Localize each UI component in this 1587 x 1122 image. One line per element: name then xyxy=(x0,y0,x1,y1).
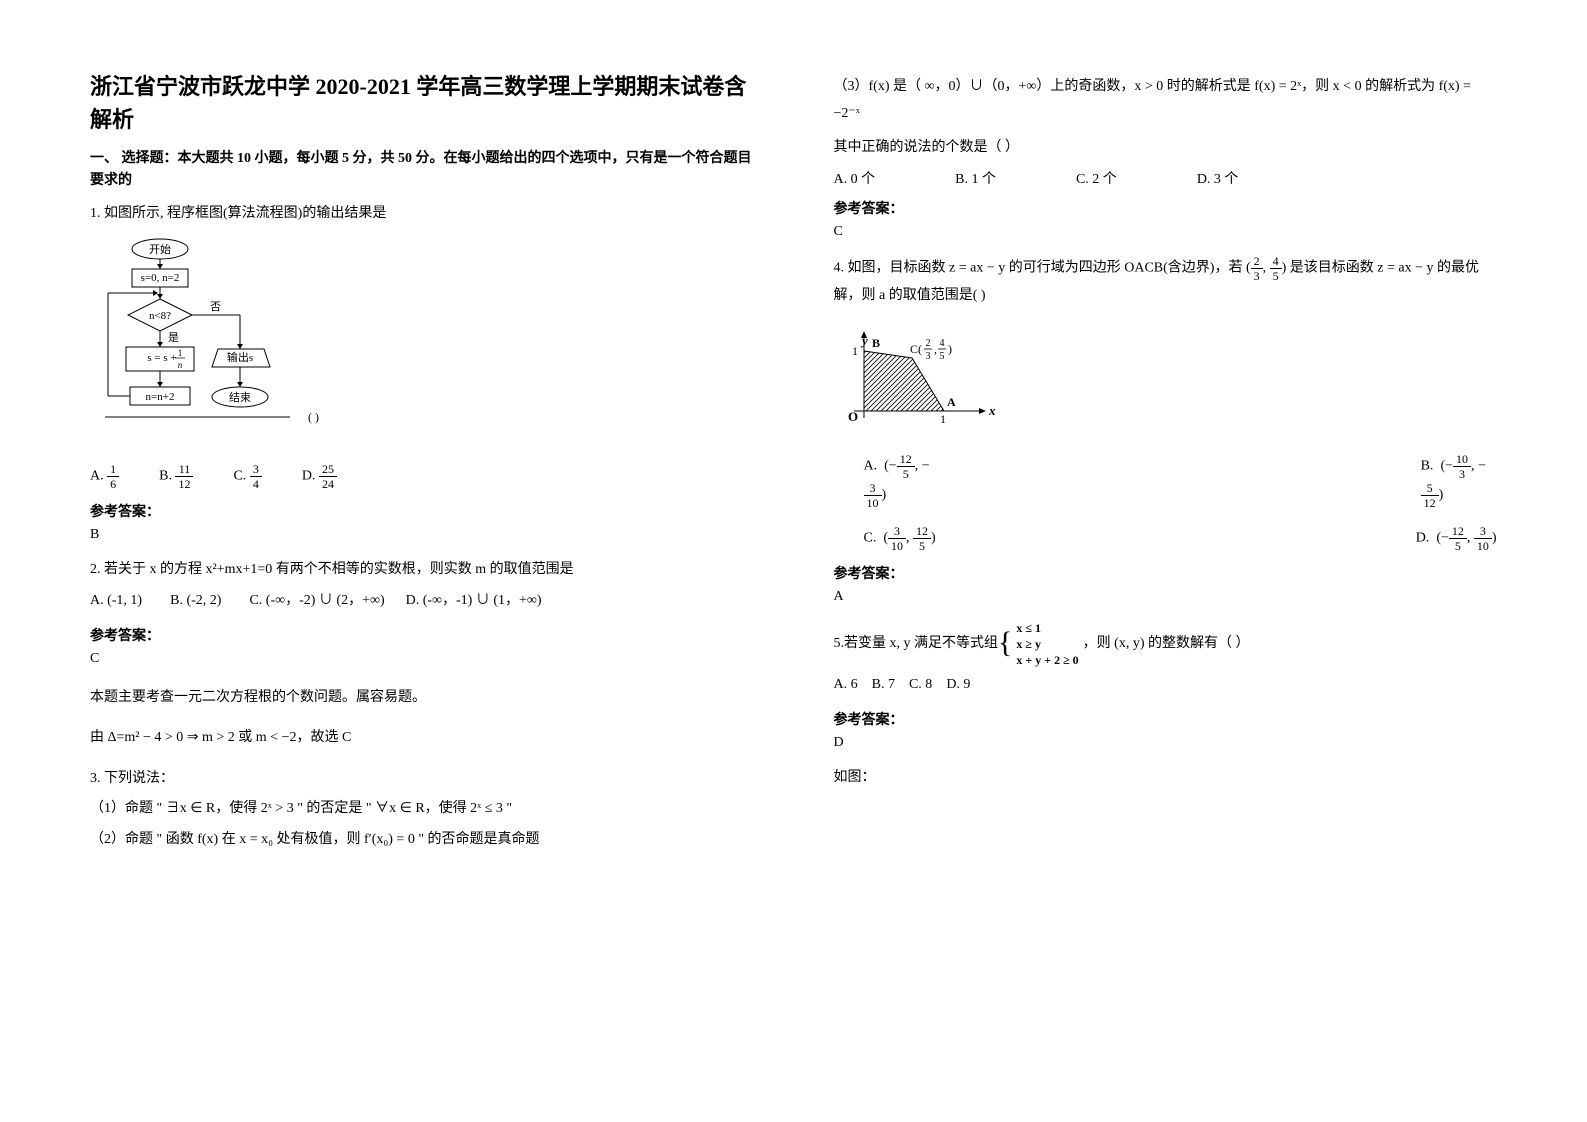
flow-start: 开始 xyxy=(149,242,171,256)
svg-text:B: B xyxy=(872,336,880,350)
svg-text:y: y xyxy=(860,333,868,348)
right-column: （3）f(x) 是（ ∞，0）∪（0，+∞）上的奇函数，x > 0 时的解析式是… xyxy=(794,70,1538,1092)
svg-text:x: x xyxy=(988,403,996,418)
q3-answer-label: 参考答案： xyxy=(834,198,1498,218)
svg-text:2: 2 xyxy=(925,338,930,349)
q2-optD: D. (-∞，-1) ∪ (1，+∞) xyxy=(406,593,542,608)
flow-end: 结束 xyxy=(229,391,251,404)
q1-answer-label: 参考答案： xyxy=(90,501,754,521)
svg-text:1: 1 xyxy=(178,348,183,358)
q5-c1: x ≤ 1 xyxy=(1016,621,1078,637)
svg-text:1: 1 xyxy=(852,344,858,358)
q2-answer-label: 参考答案： xyxy=(90,625,754,645)
svg-text:O: O xyxy=(848,409,858,424)
q5-answer: D xyxy=(834,735,1498,751)
q4-optD: D. xyxy=(1416,531,1430,546)
svg-text:3: 3 xyxy=(925,351,930,362)
q4-optB: B. xyxy=(1421,459,1434,474)
q2-explain1: 本题主要考查一元二次方程根的个数问题。属容易题。 xyxy=(90,685,754,712)
svg-text:): ) xyxy=(948,342,952,356)
q3-text: 下列说法： xyxy=(104,771,174,786)
q2-optA: A. (-1, 1) xyxy=(90,593,142,608)
flow-out: 输出s xyxy=(227,350,253,364)
q2-options: A. (-1, 1) B. (-2, 2) C. (-∞，-2) ∪ (2，+∞… xyxy=(90,588,754,615)
q1-line: 1. 如图所示, 程序框图(算法流程图)的输出结果是 xyxy=(90,201,754,228)
flow-cond: n<8? xyxy=(149,310,171,322)
q4-answer: A xyxy=(834,589,1498,605)
q2-text: 若关于 x 的方程 x²+mx+1=0 有两个不相等的实数根，则实数 m 的取值… xyxy=(104,562,574,577)
document-title: 浙江省宁波市跃龙中学 2020-2021 学年高三数学理上学期期末试卷含解析 xyxy=(90,70,754,136)
svg-text:C(: C( xyxy=(910,342,922,356)
q1-answer: B xyxy=(90,527,754,543)
q5-optA: A. 6 xyxy=(834,677,858,692)
q1-num: 1. xyxy=(90,206,101,221)
q3-line1: （1）命题 " ∃x ∈ R，使得 2ˣ > 3 " 的否定是 " ∀x ∈ R… xyxy=(90,796,754,823)
svg-text:( ): ( ) xyxy=(308,410,319,424)
flow-s0: s=0, n=2 xyxy=(141,272,180,284)
q5-optC: C. 8 xyxy=(909,677,932,692)
flow-assign: s = s + xyxy=(147,352,176,364)
q5-c3: x + y + 2 ≥ 0 xyxy=(1016,653,1078,669)
q5-textb: ，则 (x, y) 的整数解有（ ） xyxy=(1083,631,1250,658)
section1-header: 一、 选择题：本大题共 10 小题，每小题 5 分，共 50 分。在每小题给出的… xyxy=(90,148,754,193)
q2-num: 2. xyxy=(90,562,101,577)
q5-texta: 若变量 x, y 满足不等式组 xyxy=(844,636,998,651)
q4-num: 4. xyxy=(834,261,845,276)
q5-explain: 如图： xyxy=(834,765,1498,792)
svg-text:1: 1 xyxy=(940,412,946,426)
q4-line: 4. 如图，目标函数 z = ax − y 的可行域为四边形 OACB(含边界)… xyxy=(834,254,1498,310)
svg-text:n: n xyxy=(178,360,183,370)
q1-optB-label: B. xyxy=(159,469,172,484)
flow-no: 否 xyxy=(210,301,221,313)
q4-texta: 如图，目标函数 z = ax − y 的可行域为四边形 OACB(含边界)，若 xyxy=(848,261,1246,276)
q2-line: 2. 若关于 x 的方程 x²+mx+1=0 有两个不相等的实数根，则实数 m … xyxy=(90,557,754,584)
q4-optC: C. xyxy=(864,531,877,546)
q3-options: A. 0 个 B. 1 个 C. 2 个 D. 3 个 xyxy=(834,168,1498,188)
q5-line: 5.若变量 x, y 满足不等式组 { x ≤ 1 x ≥ y x + y + … xyxy=(834,621,1498,668)
q3-answer: C xyxy=(834,224,1498,240)
flow-inc: n=n+2 xyxy=(146,391,175,403)
q5-c2: x ≥ y xyxy=(1016,637,1078,653)
q5-optD: D. 9 xyxy=(946,677,970,692)
q2-optB: B. (-2, 2) xyxy=(170,593,221,608)
q1-optA-label: A. xyxy=(90,469,104,484)
svg-text:4: 4 xyxy=(939,338,944,349)
flowchart: 开始 s=0, n=2 n<8? 否 是 s = s + 1 n 输出s 结束 … xyxy=(90,237,754,452)
q4-opts-row2: C. (310, 125) D. (−125, 310) xyxy=(864,524,1498,553)
q3-optB: B. 1 个 xyxy=(955,168,996,188)
q3-num: 3. xyxy=(90,771,101,786)
q1-options: A. 16 B. 1112 C. 34 D. 2524 xyxy=(90,462,754,491)
q2-optC: C. (-∞，-2) ∪ (2，+∞) xyxy=(249,593,384,608)
q1-text: 如图所示, 程序框图(算法流程图)的输出结果是 xyxy=(104,206,386,221)
q2-explain2: 由 Δ=m² − 4 > 0 ⇒ m > 2 或 m < −2，故选 C xyxy=(90,725,754,752)
q3-optA: A. 0 个 xyxy=(834,168,876,188)
q5-optB: B. 7 xyxy=(872,677,895,692)
svg-text:A: A xyxy=(947,395,956,409)
flow-yes: 是 xyxy=(168,331,179,344)
q5-options: A. 6 B. 7 C. 8 D. 9 xyxy=(834,672,1498,699)
q5-answer-label: 参考答案： xyxy=(834,709,1498,729)
q3-line2: （2）命题 " 函数 f(x) 在 x = x₀ 处有极值，则 f′(x₀) =… xyxy=(90,827,754,854)
q4-optA: A. xyxy=(864,459,878,474)
q4-answer-label: 参考答案： xyxy=(834,563,1498,583)
q1-optD-label: D. xyxy=(302,469,316,484)
svg-text:5: 5 xyxy=(939,351,944,362)
feasible-region-diagram: O y x 1 B 1 A C( 2 3 , 4 5 ) xyxy=(834,323,1498,438)
q1-optC-label: C. xyxy=(233,469,246,484)
q3-optD: D. 3 个 xyxy=(1197,168,1239,188)
q3-count: 其中正确的说法的个数是（ ） xyxy=(834,135,1498,162)
q3-line3: （3）f(x) 是（ ∞，0）∪（0，+∞）上的奇函数，x > 0 时的解析式是… xyxy=(834,74,1498,127)
left-column: 浙江省宁波市跃龙中学 2020-2021 学年高三数学理上学期期末试卷含解析 一… xyxy=(50,70,794,1092)
q3-line: 3. 下列说法： xyxy=(90,766,754,793)
q3-optC: C. 2 个 xyxy=(1076,168,1117,188)
q2-answer: C xyxy=(90,651,754,667)
svg-text:,: , xyxy=(934,342,937,356)
q4-opts-row1: A. (−125, −310) B. (−103, −512) xyxy=(864,452,1498,510)
q5-num: 5. xyxy=(834,636,845,651)
